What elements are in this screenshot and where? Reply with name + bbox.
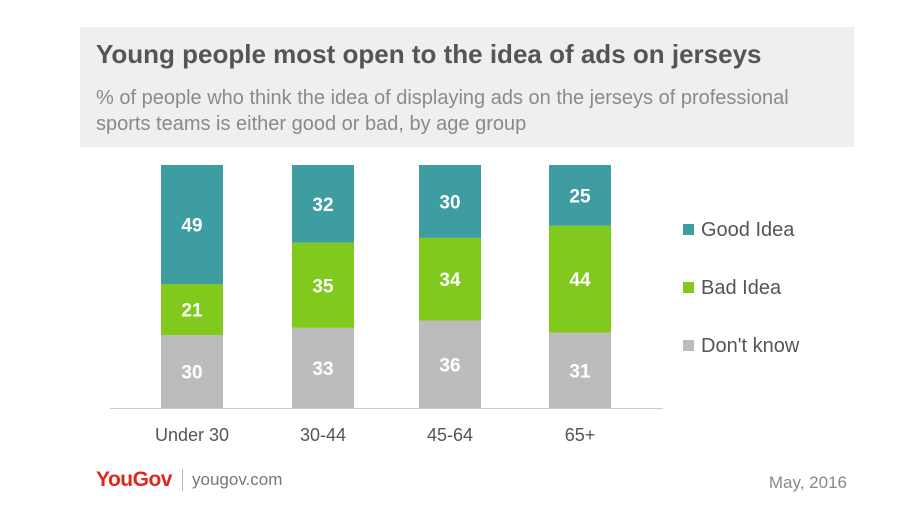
- legend-label-don-t-know: Don't know: [701, 335, 800, 357]
- x-tick-label: Under 30: [155, 425, 229, 445]
- data-label: 30: [439, 192, 460, 213]
- chart-title: Young people most open to the idea of ad…: [96, 39, 762, 69]
- bar-don-t-know: [549, 332, 611, 408]
- legend-swatch-bad-idea: [683, 282, 694, 293]
- footer-divider: [182, 469, 183, 491]
- footer-url: yougov.com: [192, 470, 283, 489]
- chart-subtitle: % of people who think the idea of displa…: [96, 87, 789, 135]
- legend-label-bad-idea: Bad Idea: [701, 277, 782, 299]
- data-label: 21: [181, 301, 203, 322]
- bar-good-idea: [161, 165, 223, 285]
- data-label: 35: [312, 276, 334, 297]
- bar-bad-idea: [161, 284, 223, 336]
- data-label: 34: [439, 270, 461, 291]
- legend-swatch-don-t-know: [683, 340, 694, 351]
- bar-don-t-know: [292, 327, 354, 408]
- data-label: 30: [181, 363, 202, 384]
- bar-bad-idea: [419, 237, 481, 321]
- footer-date: May, 2016: [768, 473, 847, 492]
- bar-bad-idea: [292, 242, 354, 328]
- yougov-logo: YouGov: [96, 468, 172, 491]
- x-tick-label: 30-44: [300, 425, 346, 445]
- bar-good-idea: [419, 165, 481, 238]
- data-label: 25: [569, 186, 591, 207]
- x-tick-label: 65+: [565, 425, 596, 445]
- data-label: 49: [181, 216, 202, 237]
- data-label: 44: [569, 270, 591, 291]
- bar-don-t-know: [419, 320, 481, 408]
- data-label: 36: [439, 355, 460, 376]
- data-label: 33: [312, 359, 333, 380]
- legend-swatch-good-idea: [683, 224, 694, 235]
- chart-header: Young people most open to the idea of ad…: [80, 27, 854, 147]
- bar-good-idea: [292, 165, 354, 243]
- bar-bad-idea: [549, 225, 611, 333]
- data-label: 31: [569, 361, 591, 382]
- x-tick-label: 45-64: [427, 425, 473, 445]
- legend-label-good-idea: Good Idea: [701, 219, 795, 241]
- data-label: 32: [312, 195, 333, 216]
- bar-don-t-know: [161, 335, 223, 408]
- bar-good-idea: [549, 165, 611, 226]
